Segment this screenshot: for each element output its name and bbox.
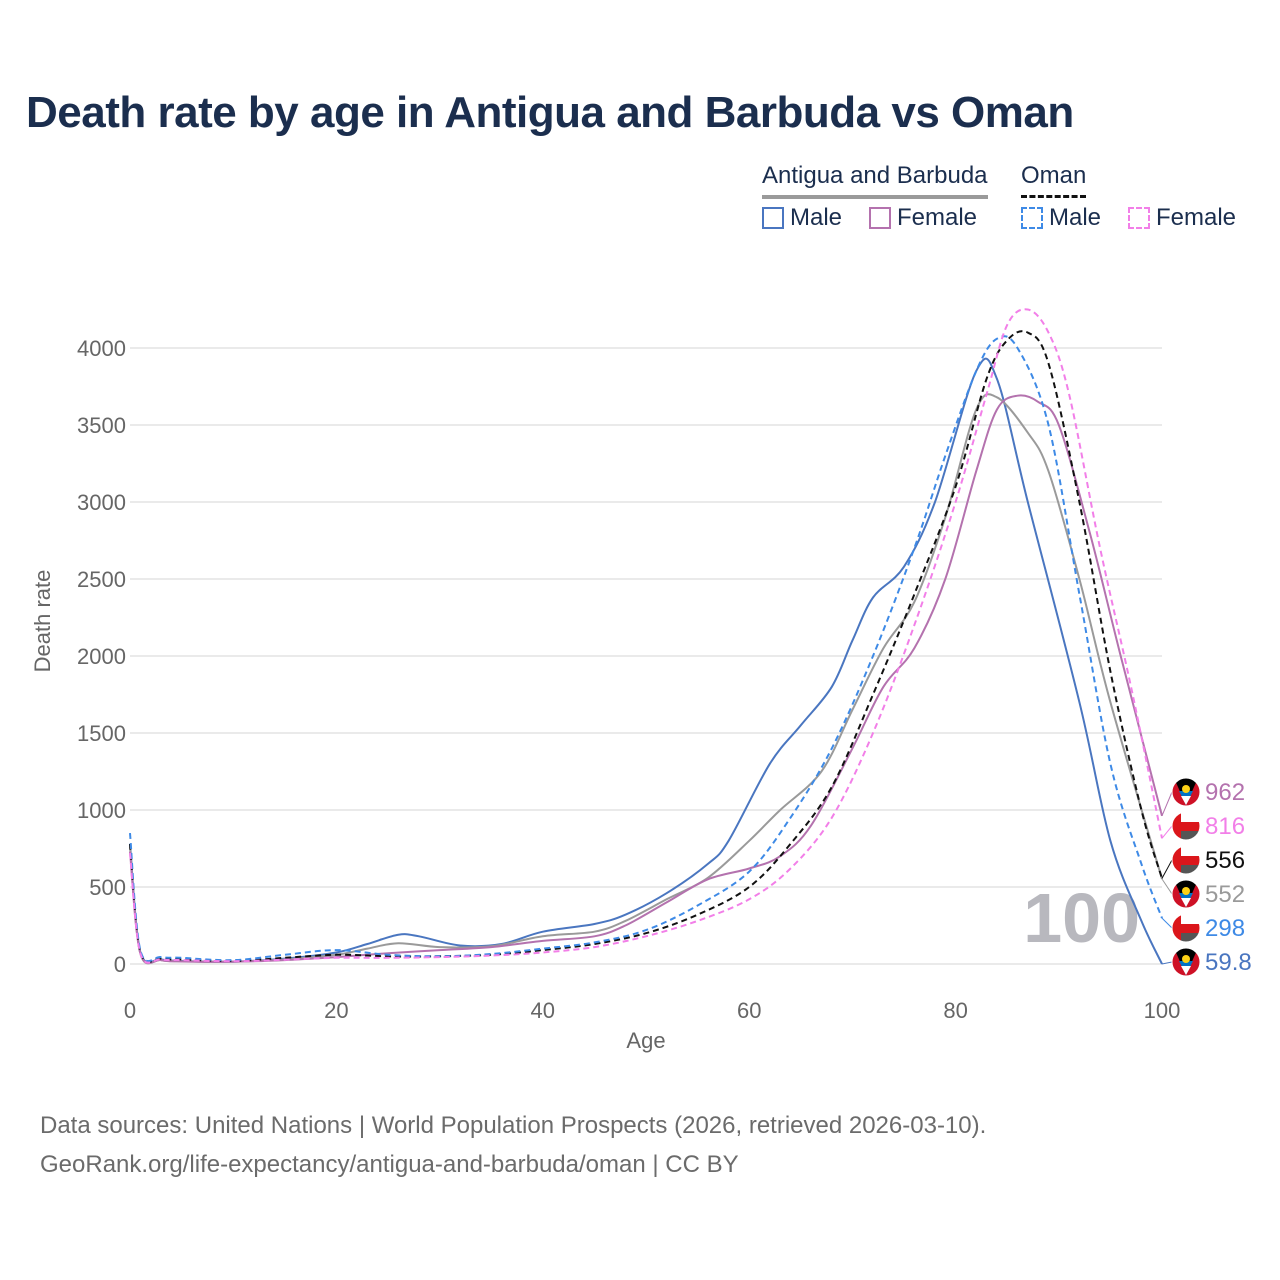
legend-group-oman-label: Oman <box>1021 162 1087 189</box>
legend-label-oman-male: Male <box>1049 204 1102 231</box>
end-label-group: 962 <box>1161 777 1245 817</box>
antigua-flag-icon <box>1172 948 1200 976</box>
end-label-connector <box>1161 961 1173 965</box>
x-axis-title: Age <box>626 1028 665 1053</box>
legend-swatch-oman-female <box>1128 207 1150 229</box>
series-line-2 <box>129 394 1163 964</box>
legend-label-antigua-female: Female <box>897 204 978 231</box>
flag-antigua-white <box>1181 898 1191 907</box>
end-value-label: 556 <box>1205 847 1245 874</box>
flag-oman-hoist <box>1172 812 1181 840</box>
y-tick-label: 2000 <box>77 644 126 669</box>
source-line-1: Data sources: United Nations | World Pop… <box>40 1112 987 1139</box>
end-value-label: 298 <box>1205 915 1245 942</box>
legend-group-antigua: Antigua and Barbuda <box>762 162 988 199</box>
x-tick-label: 20 <box>324 998 348 1023</box>
legend-swatch-oman-male <box>1021 207 1043 229</box>
legend-group-antigua-line <box>762 195 988 199</box>
x-tick-label: 40 <box>531 998 555 1023</box>
x-tick-label: 60 <box>737 998 761 1023</box>
y-tick-label: 0 <box>114 952 126 977</box>
end-label-connector <box>1161 917 1173 929</box>
x-tick-label: 80 <box>943 998 967 1023</box>
legend-group-oman: Oman <box>1021 162 1087 198</box>
end-value-label: 962 <box>1205 779 1245 806</box>
flag-oman-hoist <box>1172 846 1181 874</box>
y-tick-label: 3000 <box>77 490 126 515</box>
series-line-5 <box>129 308 1163 964</box>
flag-oman-hoist <box>1172 914 1181 942</box>
chart-title: Death rate by age in Antigua and Barbuda… <box>26 88 1074 137</box>
end-label-group: 59.8 <box>1161 947 1252 977</box>
legend-label-oman-female: Female <box>1156 204 1237 231</box>
y-tick-label: 1500 <box>77 721 126 746</box>
flag-ring <box>1171 777 1201 807</box>
end-label-connector <box>1161 791 1173 817</box>
source-line-2: GeoRank.org/life-expectancy/antigua-and-… <box>40 1151 739 1178</box>
oman-flag-icon <box>1172 846 1200 874</box>
legend-label-antigua-male: Male <box>790 204 843 231</box>
year-watermark-label: 100 <box>1023 879 1140 957</box>
end-value-label: 59.8 <box>1205 949 1252 976</box>
legend-group-antigua-label: Antigua and Barbuda <box>762 162 988 189</box>
flag-ring <box>1171 811 1201 841</box>
flag-ring <box>1171 913 1201 943</box>
antigua-flag-icon <box>1172 880 1200 908</box>
end-label-connector <box>1161 825 1173 839</box>
y-tick-label: 4000 <box>77 336 126 361</box>
flag-ring <box>1171 879 1201 909</box>
series-line-0 <box>129 357 1163 965</box>
flag-antigua-white <box>1181 796 1191 805</box>
flag-oman-shade <box>1181 933 1200 942</box>
flag-oman-shade <box>1181 865 1200 874</box>
oman-flag-icon <box>1172 812 1200 840</box>
x-tick-label: 100 <box>1144 998 1181 1023</box>
legend-swatch-antigua-male <box>762 207 784 229</box>
end-label-connector <box>1161 878 1173 895</box>
legend-item-oman-female: Female <box>1128 204 1236 232</box>
flag-antigua-sun <box>1182 955 1190 963</box>
legend-item-antigua-female: Female <box>869 204 977 232</box>
legend-item-oman-male: Male <box>1021 204 1101 232</box>
end-label-group: 816 <box>1161 811 1245 841</box>
end-value-label: 552 <box>1205 881 1245 908</box>
oman-flag-icon <box>1172 914 1200 942</box>
flag-antigua-white <box>1181 966 1191 975</box>
legend-group-oman-line <box>1021 195 1087 198</box>
legend-item-antigua-male: Male <box>762 204 842 232</box>
end-label-group: 298 <box>1161 913 1245 943</box>
series-line-4 <box>129 335 1163 963</box>
series-line-1 <box>129 393 1163 965</box>
flag-oman-red-band <box>1172 822 1200 831</box>
y-tick-label: 3500 <box>77 413 126 438</box>
end-label-connector <box>1161 859 1173 879</box>
flag-antigua-sun <box>1182 785 1190 793</box>
legend-swatch-antigua-female <box>869 207 891 229</box>
flag-oman-red-band <box>1172 856 1200 865</box>
end-value-label: 816 <box>1205 813 1245 840</box>
flag-ring <box>1171 947 1201 977</box>
x-tick-label: 0 <box>124 998 136 1023</box>
antigua-flag-icon <box>1172 778 1200 806</box>
y-tick-label: 500 <box>89 875 126 900</box>
y-tick-label: 1000 <box>77 798 126 823</box>
flag-oman-red-band <box>1172 924 1200 933</box>
flag-ring <box>1171 845 1201 875</box>
source-note: Data sources: United Nations | World Pop… <box>40 1106 986 1184</box>
chart-legend: Antigua and Barbuda Oman Male Female Mal… <box>762 160 1262 240</box>
y-tick-label: 2500 <box>77 567 126 592</box>
y-axis-title: Death rate <box>30 570 55 673</box>
end-label-group: 556 <box>1161 845 1245 879</box>
flag-oman-shade <box>1181 831 1200 840</box>
flag-antigua-sun <box>1182 887 1190 895</box>
series-line-3 <box>129 330 1163 963</box>
end-label-group: 552 <box>1161 878 1245 909</box>
